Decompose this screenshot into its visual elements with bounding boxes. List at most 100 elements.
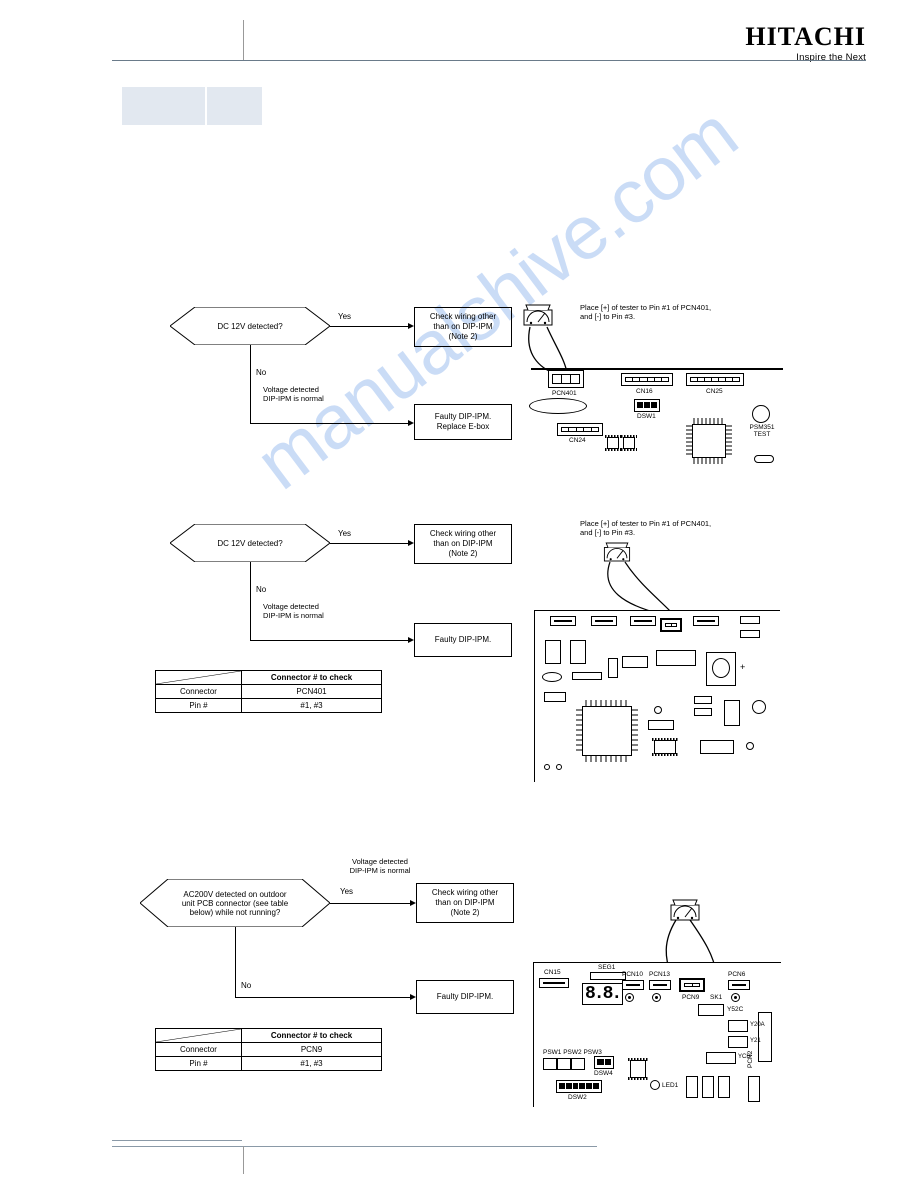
pcb-b-r9 (700, 740, 734, 754)
ic-c1 (630, 1060, 646, 1078)
lbl-pcn401: PCN401 (552, 390, 577, 397)
pcb-b-c7 (740, 630, 760, 638)
pcb-b-c2 (591, 616, 617, 626)
psm351-test (752, 405, 770, 423)
arrow-c-yes (330, 903, 410, 904)
box-c-no: Faulty DIP-IPM. (416, 980, 514, 1014)
tbl-b-r1v: PCN401 (242, 685, 382, 699)
seg-c-v (235, 927, 236, 997)
pcb-b-chip1 (545, 640, 561, 664)
tbl-c-corner (156, 1029, 242, 1043)
cn15 (539, 978, 569, 988)
tbl-b-r2v: #1, #3 (242, 699, 382, 713)
pcb-b-c3 (630, 616, 656, 626)
conn-cn16 (621, 373, 673, 386)
pcb-b-c6 (740, 616, 760, 624)
footer-rule-2 (112, 1140, 242, 1141)
label-no-c: No (241, 981, 251, 990)
tbl-b-corner (156, 671, 242, 685)
pcb-b-r2 (622, 656, 648, 668)
note-a-no: Voltage detectedDIP-IPM is normal (263, 385, 383, 404)
brand-tagline: Inspire the Next (745, 52, 866, 63)
header-separator (243, 20, 244, 60)
pcn13 (649, 980, 671, 990)
pcb-b-r6 (694, 696, 712, 704)
pcb-b-chip2 (570, 640, 586, 664)
pcb-b-h5 (746, 742, 754, 750)
lbl-pcn2: PCN2 (747, 1051, 754, 1068)
part-c3 (718, 1076, 730, 1098)
lbl-dsw2: DSW2 (568, 1094, 587, 1101)
footer-vline (243, 1146, 244, 1174)
y21 (728, 1036, 748, 1048)
pad1-dot (628, 996, 631, 999)
pcn2 (748, 1076, 760, 1102)
lbl-pcn9: PCN9 (682, 994, 699, 1001)
arrow-a-no (250, 423, 408, 424)
pcb-b-r4 (544, 692, 566, 702)
lbl-pcn13: PCN13 (649, 971, 670, 978)
box-b-yes: Check wiring otherthan on DIP-IPM(Note 2… (414, 524, 512, 564)
lbl-cn15: CN15 (544, 969, 561, 976)
y20a (728, 1020, 748, 1032)
led1 (650, 1080, 660, 1090)
ic-a1 (607, 437, 619, 449)
box-a-no: Faulty DIP-IPM.Replace E-box (414, 404, 512, 440)
seg-b-v2 (250, 604, 251, 640)
tbl-c-r1v: PCN9 (242, 1043, 382, 1057)
pcb-b-ov1 (542, 672, 562, 682)
label-yes-b: Yes (338, 529, 351, 538)
conn-cn24 (557, 423, 603, 436)
side-r (758, 1012, 772, 1062)
footer-rule-1 (112, 1146, 597, 1147)
lbl-led1: LED1 (662, 1082, 678, 1089)
brand-logo: HITACHI (745, 22, 866, 52)
lbl-psw: PSW1 PSW2 PSW3 (543, 1049, 602, 1056)
conn-cn25 (686, 373, 744, 386)
lbl-pcn10: PCN10 (622, 971, 643, 978)
pad2-dot (655, 996, 658, 999)
lbl-sk1: SK1 (710, 994, 722, 1001)
note-c-above: Voltage detectedDIP-IPM is normal (325, 857, 435, 876)
ych (706, 1052, 736, 1064)
label-yes-c: Yes (340, 887, 353, 896)
pcb-b-c4-hl (660, 618, 682, 632)
y52c (698, 1004, 724, 1016)
seg-box (590, 972, 626, 980)
lbl-seg: SEG1 (598, 964, 615, 971)
dsw1 (634, 399, 660, 412)
annotation-a: Place [+] of tester to Pin #1 of PCN401,… (580, 303, 780, 322)
decision-b: DC 12V detected? (170, 524, 330, 562)
conn-pcn401 (548, 370, 584, 388)
seg-a-v2 (250, 387, 251, 423)
lbl-dsw4: DSW4 (594, 1070, 613, 1077)
pcb-b-res1 (572, 672, 602, 680)
arrow-b-yes (330, 543, 408, 544)
box-a-yes: Check wiring otherthan on DIP-IPM(Note 2… (414, 307, 512, 347)
note-b-no: Voltage detectedDIP-IPM is normal (263, 602, 383, 621)
pcb-b-c5 (693, 616, 719, 626)
pcb-b-h4 (556, 764, 562, 770)
ic-a2 (623, 437, 635, 449)
decision-a: DC 12V detected? (170, 307, 330, 345)
tbl-b-hdr: Connector # to check (242, 671, 382, 685)
pcb-b-xtal (712, 658, 730, 678)
plus-b: + (740, 662, 745, 672)
pcn6 (728, 980, 750, 990)
arrow-b-no (250, 640, 408, 641)
pad3-dot (734, 996, 737, 999)
table-c: Connector # to check ConnectorPCN9 Pin #… (155, 1028, 382, 1071)
part-c2 (702, 1076, 714, 1098)
tbl-c-r1k: Connector (156, 1043, 242, 1057)
tbl-c-hdr: Connector # to check (242, 1029, 382, 1043)
tbl-b-r2k: Pin # (156, 699, 242, 713)
table-b: Connector # to check ConnectorPCN401 Pin… (155, 670, 382, 713)
lbl-dsw1: DSW1 (637, 413, 656, 420)
pcb-b-r5 (648, 720, 674, 730)
psw-row (543, 1058, 585, 1070)
lbl-cn16: CN16 (636, 388, 653, 395)
pcb-b-hole1 (654, 706, 662, 714)
pcb-b-r1 (608, 658, 618, 678)
lbl-y52c: Y52C (727, 1006, 743, 1013)
dsw4 (594, 1056, 614, 1069)
